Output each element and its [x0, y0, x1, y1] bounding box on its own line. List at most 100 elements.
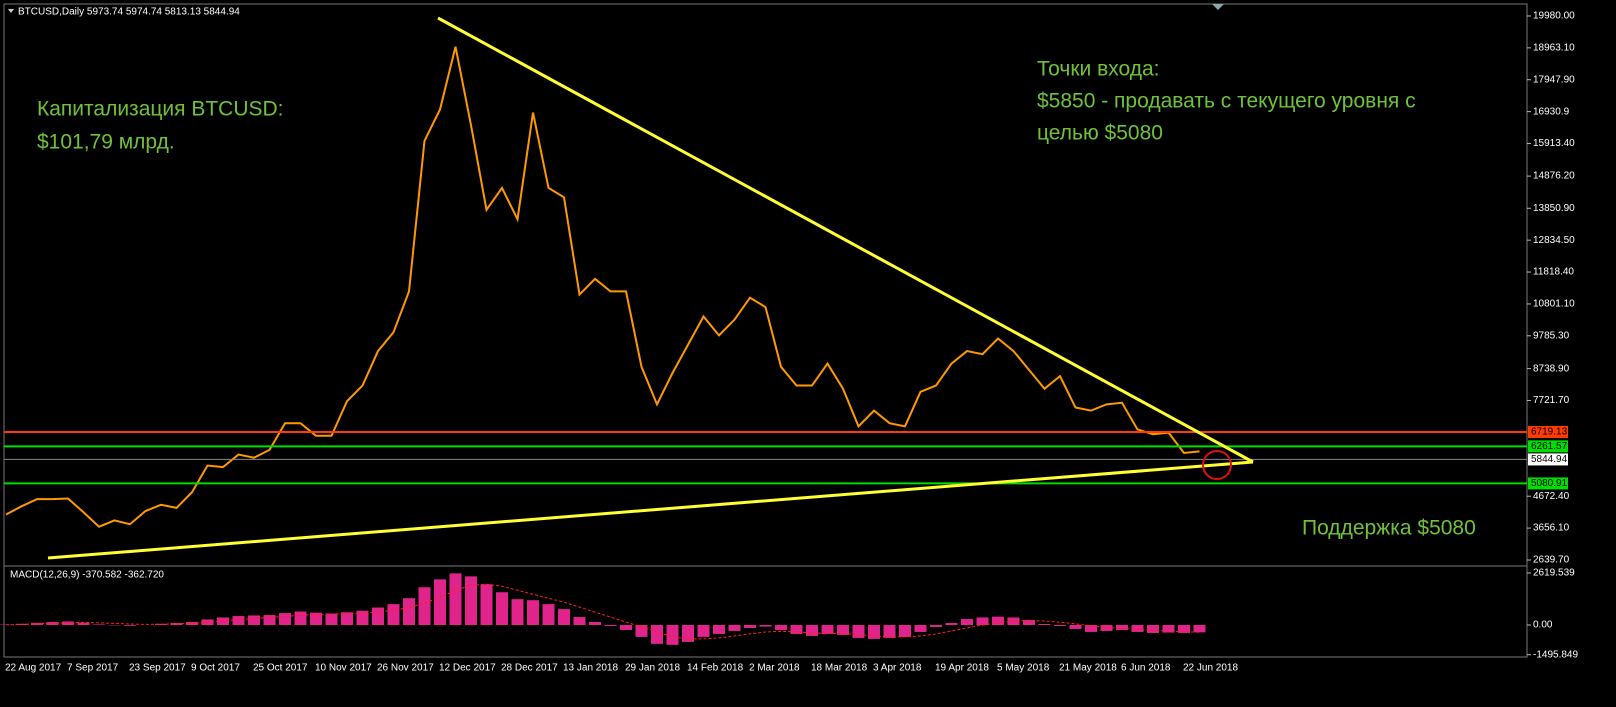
- macd-bar: [1132, 625, 1144, 632]
- x-tick-label: 28 Dec 2017: [501, 663, 558, 674]
- y-tick-label: 8738.90: [1533, 363, 1570, 374]
- macd-bar: [822, 625, 834, 634]
- macd-title: MACD(12,26,9) -370.582 -362.720: [10, 570, 164, 581]
- y-tick-label: 16930.9: [1533, 106, 1570, 117]
- macd-bar: [729, 625, 741, 631]
- y-tick-label: 11818.40: [1533, 267, 1574, 278]
- x-tick-label: 29 Jan 2018: [625, 663, 680, 674]
- x-tick-label: 2 Mar 2018: [749, 663, 800, 674]
- x-tick-label: 19 Apr 2018: [935, 663, 989, 674]
- x-tick-label: 9 Oct 2017: [191, 663, 240, 674]
- x-tick-label: 6 Jun 2018: [1121, 663, 1171, 674]
- y-tick-label: 18963.10: [1533, 43, 1575, 54]
- x-tick-label: 26 Nov 2017: [377, 663, 434, 674]
- macd-bar: [1070, 625, 1082, 629]
- macd-bar: [1054, 625, 1066, 626]
- macd-bar: [1085, 625, 1097, 632]
- macd-bar: [698, 625, 710, 637]
- y-tick-label: 3656.10: [1533, 523, 1570, 534]
- annotation: целью $5080: [1037, 122, 1163, 145]
- macd-bar: [295, 612, 307, 625]
- macd-bar: [930, 625, 942, 627]
- macd-bar: [899, 625, 911, 637]
- y-tick-label: 2619.539: [1533, 568, 1575, 579]
- macd-bar: [326, 613, 338, 625]
- y-tick-label: 9785.30: [1533, 330, 1570, 341]
- macd-bar: [496, 592, 508, 625]
- y-tick-label: 10801.10: [1533, 299, 1575, 310]
- macd-bar: [279, 613, 291, 625]
- macd-bar: [388, 604, 400, 625]
- macd-bar: [651, 625, 663, 644]
- level-label: 5844.94: [1531, 454, 1568, 465]
- macd-bar: [264, 615, 276, 625]
- chart-title: BTCUSD,Daily 5973.74 5974.74 5813.13 584…: [18, 7, 240, 18]
- y-tick-label: 12834.50: [1533, 235, 1575, 246]
- macd-bar: [682, 625, 694, 642]
- macd-bar: [589, 622, 601, 625]
- y-tick-label: 13850.90: [1533, 203, 1575, 214]
- level-label: 6261.57: [1531, 441, 1568, 452]
- annotation: $101,79 млрд.: [37, 131, 175, 154]
- x-tick-label: 14 Feb 2018: [687, 663, 744, 674]
- macd-bar: [372, 608, 384, 625]
- macd-bar: [1039, 624, 1051, 625]
- level-label: 6719.13: [1531, 427, 1568, 438]
- macd-bar: [124, 625, 136, 626]
- annotation: Капитализация BTCUSD:: [37, 98, 284, 121]
- annotation: Точки входа:: [1037, 58, 1160, 81]
- x-tick-label: 18 Mar 2018: [811, 663, 868, 674]
- level-label: 5080.91: [1531, 478, 1568, 489]
- macd-bar: [853, 625, 865, 638]
- macd-bar: [1116, 625, 1128, 630]
- macd-bar: [744, 625, 756, 628]
- macd-bar: [527, 600, 539, 625]
- macd-bar: [713, 625, 725, 634]
- macd-bar: [465, 576, 477, 625]
- macd-bar: [1101, 625, 1113, 631]
- y-tick-label: 0.00: [1533, 620, 1553, 631]
- macd-bar: [434, 579, 446, 625]
- macd-bar: [481, 584, 493, 625]
- y-tick-label: 17947.90: [1533, 74, 1575, 85]
- macd-bar: [403, 598, 415, 625]
- macd-bar: [543, 604, 555, 625]
- x-tick-label: 12 Dec 2017: [439, 663, 496, 674]
- x-tick-label: 7 Sep 2017: [67, 663, 119, 674]
- y-tick-label: 2639.70: [1533, 555, 1570, 566]
- macd-bar: [419, 587, 431, 625]
- macd-bar: [1147, 625, 1159, 633]
- macd-bar: [450, 573, 462, 625]
- x-tick-label: 22 Aug 2017: [5, 663, 62, 674]
- macd-bar: [868, 625, 880, 639]
- x-tick-label: 23 Sep 2017: [129, 663, 186, 674]
- macd-bar: [620, 625, 632, 630]
- y-tick-label: 19980.00: [1533, 11, 1575, 22]
- x-tick-label: 22 Jun 2018: [1183, 663, 1238, 674]
- y-tick-label: 7721.70: [1533, 395, 1570, 406]
- macd-bar: [806, 625, 818, 636]
- x-tick-label: 3 Apr 2018: [873, 663, 922, 674]
- y-tick-label: 4672.40: [1533, 491, 1570, 502]
- macd-bar: [961, 619, 973, 625]
- x-tick-label: 25 Oct 2017: [253, 663, 308, 674]
- y-tick-label: 15913.40: [1533, 138, 1575, 149]
- macd-bar: [760, 625, 772, 627]
- x-tick-label: 13 Jan 2018: [563, 663, 618, 674]
- x-tick-label: 21 May 2018: [1059, 663, 1117, 674]
- annotation: Поддержка $5080: [1302, 517, 1476, 540]
- macd-bar: [605, 625, 617, 626]
- x-tick-label: 10 Nov 2017: [315, 663, 372, 674]
- annotation: $5850 - продавать с текущего уровня с: [1037, 90, 1416, 113]
- macd-bar: [93, 624, 105, 625]
- x-tick-label: 5 May 2018: [997, 663, 1050, 674]
- macd-bar: [512, 599, 524, 625]
- macd-bar: [977, 617, 989, 625]
- macd-bar: [558, 609, 570, 625]
- macd-bar: [574, 617, 586, 625]
- macd-bar: [1194, 625, 1206, 632]
- macd-bar: [667, 625, 679, 645]
- macd-bar: [233, 616, 245, 625]
- y-tick-label: -1495.849: [1533, 649, 1578, 660]
